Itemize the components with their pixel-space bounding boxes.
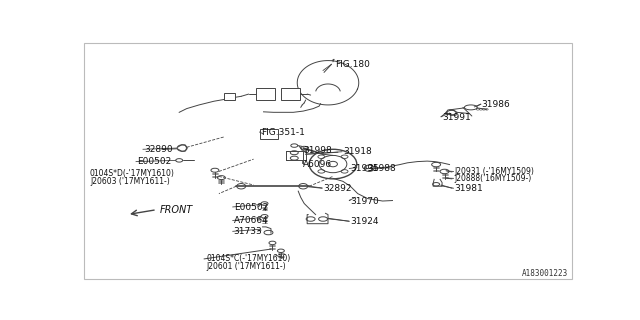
Text: E00502: E00502 [137, 157, 172, 166]
Text: 32892: 32892 [323, 184, 351, 193]
Text: 0104S*C(-'17MY1610): 0104S*C(-'17MY1610) [207, 254, 291, 263]
Text: A183001223: A183001223 [522, 269, 568, 278]
Text: FIG.351-1: FIG.351-1 [261, 128, 305, 137]
Text: J20931 (-'16MY1509): J20931 (-'16MY1509) [454, 167, 534, 176]
Text: 31981: 31981 [454, 184, 483, 193]
Text: 32890: 32890 [145, 145, 173, 154]
Bar [281, 88, 300, 100]
Bar [260, 129, 278, 140]
Text: J20888('16MY1509-): J20888('16MY1509-) [454, 174, 532, 183]
Text: FIG.180: FIG.180 [335, 60, 371, 69]
Text: 31995: 31995 [350, 164, 379, 173]
Text: 31918: 31918 [343, 147, 372, 156]
Text: 31733: 31733 [234, 227, 262, 236]
Text: 31998: 31998 [303, 146, 332, 155]
Bar [224, 93, 235, 100]
Text: E00502: E00502 [234, 203, 268, 212]
Text: 31986: 31986 [482, 100, 511, 109]
Text: A6096: A6096 [303, 160, 332, 169]
Text: FRONT: FRONT [159, 205, 193, 215]
Text: A70664: A70664 [234, 216, 269, 225]
Bar [256, 88, 275, 100]
Text: J20601 ('17MY1611-): J20601 ('17MY1611-) [207, 262, 286, 271]
Text: 0104S*D(-'17MY1610): 0104S*D(-'17MY1610) [90, 169, 175, 179]
Text: 31924: 31924 [350, 218, 379, 227]
Text: 31970: 31970 [350, 196, 379, 205]
Text: 31988: 31988 [367, 164, 396, 173]
Text: J20603 ('17MY1611-): J20603 ('17MY1611-) [90, 177, 170, 186]
Text: 31991: 31991 [442, 113, 471, 122]
